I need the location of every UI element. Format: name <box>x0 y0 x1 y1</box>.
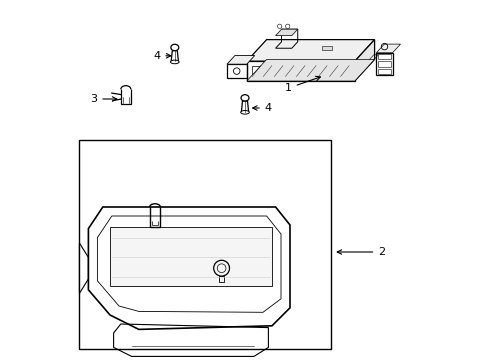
Ellipse shape <box>241 111 249 114</box>
Polygon shape <box>247 61 355 81</box>
Polygon shape <box>247 40 374 61</box>
Bar <box>263 66 272 77</box>
Bar <box>296 66 305 77</box>
Bar <box>285 66 294 77</box>
Polygon shape <box>88 207 290 329</box>
Bar <box>252 66 261 77</box>
Polygon shape <box>275 29 298 36</box>
Ellipse shape <box>171 44 179 51</box>
Bar <box>274 66 283 77</box>
Bar <box>378 69 391 74</box>
Text: 3: 3 <box>90 94 117 104</box>
Polygon shape <box>171 51 178 61</box>
Ellipse shape <box>171 60 179 64</box>
Polygon shape <box>355 40 374 81</box>
Circle shape <box>286 24 290 28</box>
Bar <box>79 140 331 349</box>
Polygon shape <box>242 101 248 112</box>
Bar <box>378 62 391 67</box>
Text: 4: 4 <box>253 103 272 113</box>
Bar <box>341 66 349 77</box>
Bar <box>219 276 224 282</box>
Text: 2: 2 <box>337 247 385 257</box>
Polygon shape <box>376 44 400 53</box>
Bar <box>318 66 327 77</box>
Text: 4: 4 <box>153 51 171 61</box>
Polygon shape <box>227 55 255 64</box>
Polygon shape <box>247 59 374 81</box>
Ellipse shape <box>241 95 249 101</box>
Text: 1: 1 <box>285 76 320 93</box>
Bar <box>307 66 316 77</box>
Bar <box>321 46 332 50</box>
Circle shape <box>277 24 282 28</box>
Bar <box>329 66 338 77</box>
Bar <box>378 54 391 59</box>
Polygon shape <box>110 227 272 286</box>
